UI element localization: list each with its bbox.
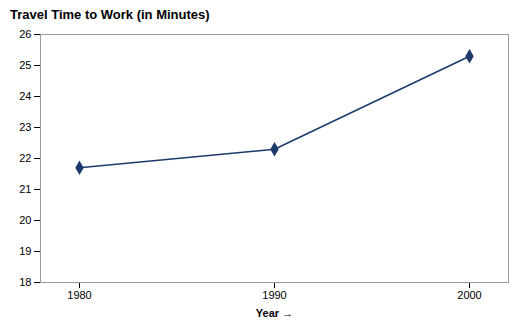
- svg-text:1990: 1990: [262, 289, 286, 301]
- svg-text:25: 25: [19, 59, 31, 71]
- svg-text:22: 22: [19, 152, 31, 164]
- svg-text:2000: 2000: [457, 289, 481, 301]
- svg-text:21: 21: [19, 183, 31, 195]
- svg-text:19: 19: [19, 245, 31, 257]
- svg-text:Year →: Year →: [256, 307, 293, 319]
- svg-text:23: 23: [19, 121, 31, 133]
- svg-text:18: 18: [19, 276, 31, 288]
- html-text:Travel Time to Work (in Minute: Travel Time to Work (in Minutes): [10, 7, 210, 22]
- svg-text:1980: 1980: [67, 289, 91, 301]
- svg-text:24: 24: [19, 90, 31, 102]
- svg-text:20: 20: [19, 214, 31, 226]
- svg-text:26: 26: [19, 28, 31, 40]
